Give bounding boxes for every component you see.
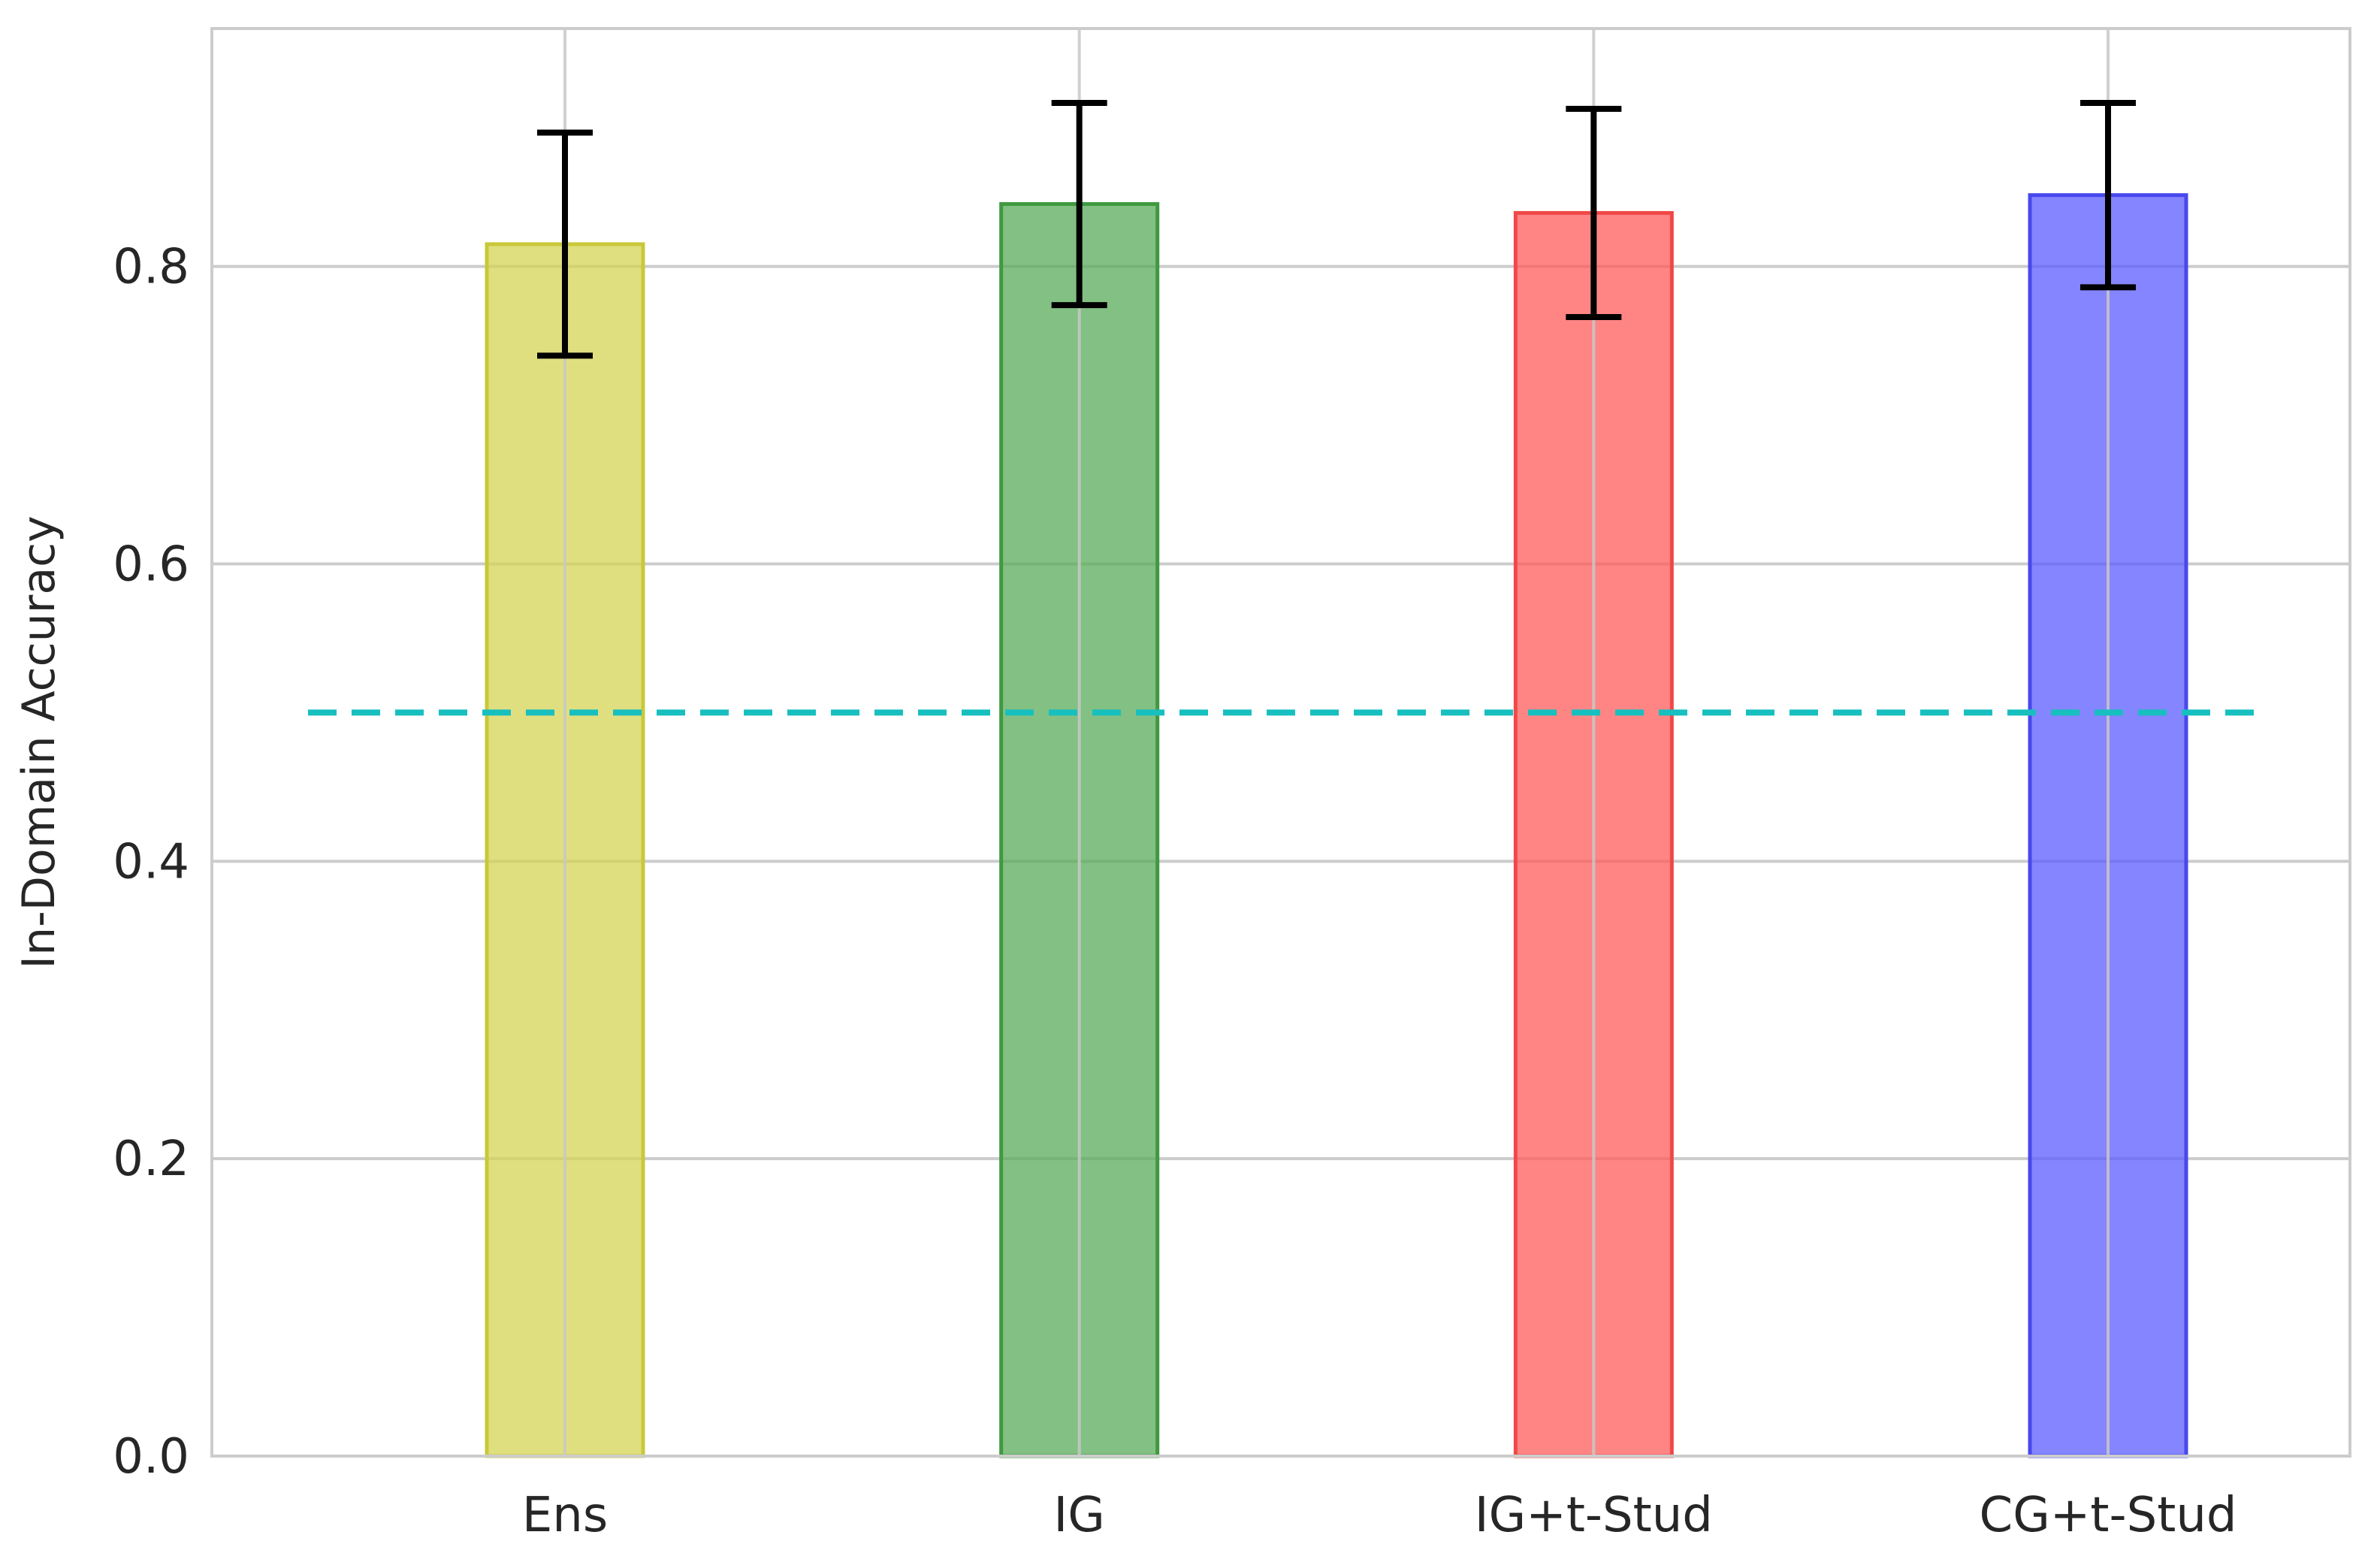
y-axis-label: In-Domain Accuracy	[13, 515, 65, 968]
error-bars	[537, 99, 2136, 359]
x-tick-labels: Ens IG IG+t-Stud CG+t-Stud	[522, 1488, 2237, 1543]
vertical-grid-lines	[563, 29, 2110, 1456]
y-tick-label: 0.8	[113, 240, 189, 295]
y-tick-label: 0.0	[113, 1429, 189, 1485]
plot-frame	[210, 27, 2351, 1458]
x-tick-label: Ens	[522, 1488, 608, 1543]
x-tick-label: CG+t-Stud	[1980, 1488, 2237, 1543]
bars	[485, 193, 2188, 1458]
x-tick-label: IG	[1053, 1488, 1104, 1543]
y-tick-label: 0.4	[113, 834, 189, 890]
y-tick-labels: 0.0 0.2 0.4 0.6 0.8	[113, 240, 189, 1485]
y-tick-label: 0.6	[113, 537, 189, 593]
x-tick-label: IG+t-Stud	[1475, 1488, 1713, 1543]
y-tick-label: 0.2	[113, 1132, 189, 1187]
